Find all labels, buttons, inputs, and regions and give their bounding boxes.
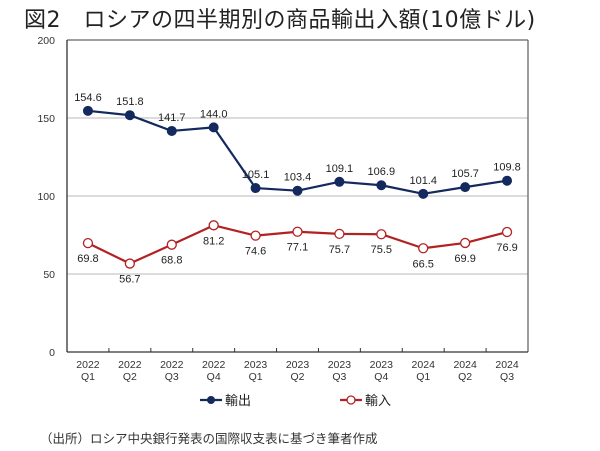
legend-item-exports: 輸出 <box>200 394 251 409</box>
x-tick-label-quarter: Q2 <box>123 371 137 383</box>
x-tick-label-quarter: Q2 <box>458 371 472 383</box>
data-point <box>124 258 136 269</box>
data-point <box>250 230 261 241</box>
data-point <box>334 176 345 187</box>
data-label: 101.4 <box>409 175 437 187</box>
data-point <box>376 229 387 240</box>
data-point <box>124 110 135 121</box>
legend: 輸出 輸入 <box>200 394 391 409</box>
legend-item-imports: 輸入 <box>340 394 391 409</box>
x-axis-ticks: 2022Q12022Q22022Q32022Q42023Q12023Q22023… <box>76 348 519 383</box>
x-tick-label-year: 2023 <box>244 359 268 371</box>
chart-title: 図2 ロシアの四半期別の商品輸出入額(10億ドル) <box>24 8 536 33</box>
x-tick-label-quarter: Q1 <box>249 371 263 383</box>
x-tick-label-year: 2024 <box>453 359 477 371</box>
y-tick-label: 0 <box>49 347 55 359</box>
x-tick-label-quarter: Q1 <box>81 371 95 383</box>
y-tick-label: 100 <box>37 191 55 203</box>
legend-label: 輸入 <box>365 394 391 409</box>
data-label: 81.2 <box>203 235 224 247</box>
data-label: 76.9 <box>496 242 517 254</box>
x-tick-label-quarter: Q3 <box>165 371 179 383</box>
data-label: 105.7 <box>451 168 479 180</box>
data-label: 154.6 <box>74 92 102 104</box>
data-point <box>502 175 513 186</box>
data-label: 68.8 <box>161 255 182 267</box>
data-point <box>418 243 429 254</box>
x-tick-label-year: 2023 <box>286 359 310 371</box>
data-label: 75.5 <box>371 244 392 256</box>
data-label: 74.6 <box>245 246 266 258</box>
data-label: 69.8 <box>77 253 98 265</box>
data-label: 69.9 <box>454 253 475 265</box>
x-tick-label-quarter: Q3 <box>500 371 514 383</box>
y-tick-label: 150 <box>37 113 55 125</box>
data-label: 109.8 <box>493 162 521 174</box>
data-label: 56.7 <box>119 274 140 286</box>
series-imports: 69.8 56.7 68.8 81.2 74.6 77.1 75.7 75.5 66.5 69.9… <box>77 220 518 286</box>
data-point <box>208 220 219 231</box>
legend-marker <box>346 395 356 405</box>
data-label: 103.4 <box>284 172 312 184</box>
data-point <box>82 105 93 116</box>
series-exports: 154.6 151.8 141.7 144.0 105.1 103.4 109.1 106.9… <box>74 92 521 199</box>
source-note: （出所）ロシア中央銀行発表の国際収支表に基づき筆者作成 <box>40 431 378 446</box>
data-point <box>418 188 429 199</box>
x-tick-label-year: 2024 <box>495 359 519 371</box>
data-label: 75.7 <box>329 244 350 256</box>
x-tick-label-year: 2022 <box>118 359 142 371</box>
data-point <box>166 125 177 136</box>
x-tick-label-quarter: Q1 <box>416 371 430 383</box>
x-tick-label-year: 2024 <box>412 359 436 371</box>
data-label: 77.1 <box>287 242 308 254</box>
data-point <box>460 182 471 193</box>
x-tick-label-year: 2022 <box>76 359 100 371</box>
data-point <box>334 228 345 240</box>
data-label: 109.1 <box>326 163 354 175</box>
gridlines <box>67 39 528 275</box>
y-tick-label: 50 <box>43 269 55 281</box>
data-point <box>250 183 261 194</box>
series-group: 154.6 151.8 141.7 144.0 105.1 103.4 109.1 106.9… <box>74 92 521 286</box>
axes <box>66 39 529 353</box>
data-point <box>166 239 177 250</box>
data-label: 66.5 <box>413 258 434 270</box>
data-point <box>82 237 94 249</box>
y-axis-ticks: 0 50 100 150 200 <box>37 35 55 359</box>
legend-label: 輸出 <box>225 394 251 409</box>
x-tick-label-year: 2023 <box>328 359 352 371</box>
y-tick-label: 200 <box>37 35 55 47</box>
data-point <box>292 185 303 196</box>
data-point <box>501 226 513 238</box>
data-point <box>376 180 387 191</box>
x-tick-label-quarter: Q3 <box>332 371 346 383</box>
data-label: 141.7 <box>158 112 186 124</box>
data-label: 105.1 <box>242 169 270 181</box>
data-label: 151.8 <box>116 96 144 108</box>
data-label: 144.0 <box>200 108 228 120</box>
x-tick-label-year: 2022 <box>160 359 184 371</box>
data-point <box>292 226 303 237</box>
x-tick-label-quarter: Q4 <box>374 371 388 383</box>
x-tick-label-year: 2022 <box>202 359 226 371</box>
data-label: 106.9 <box>368 166 396 178</box>
legend-marker <box>207 396 215 404</box>
x-tick-label-quarter: Q4 <box>207 371 221 383</box>
x-tick-label-year: 2023 <box>370 359 394 371</box>
data-point <box>208 122 219 133</box>
x-tick-label-quarter: Q2 <box>290 371 304 383</box>
data-point <box>459 237 471 249</box>
